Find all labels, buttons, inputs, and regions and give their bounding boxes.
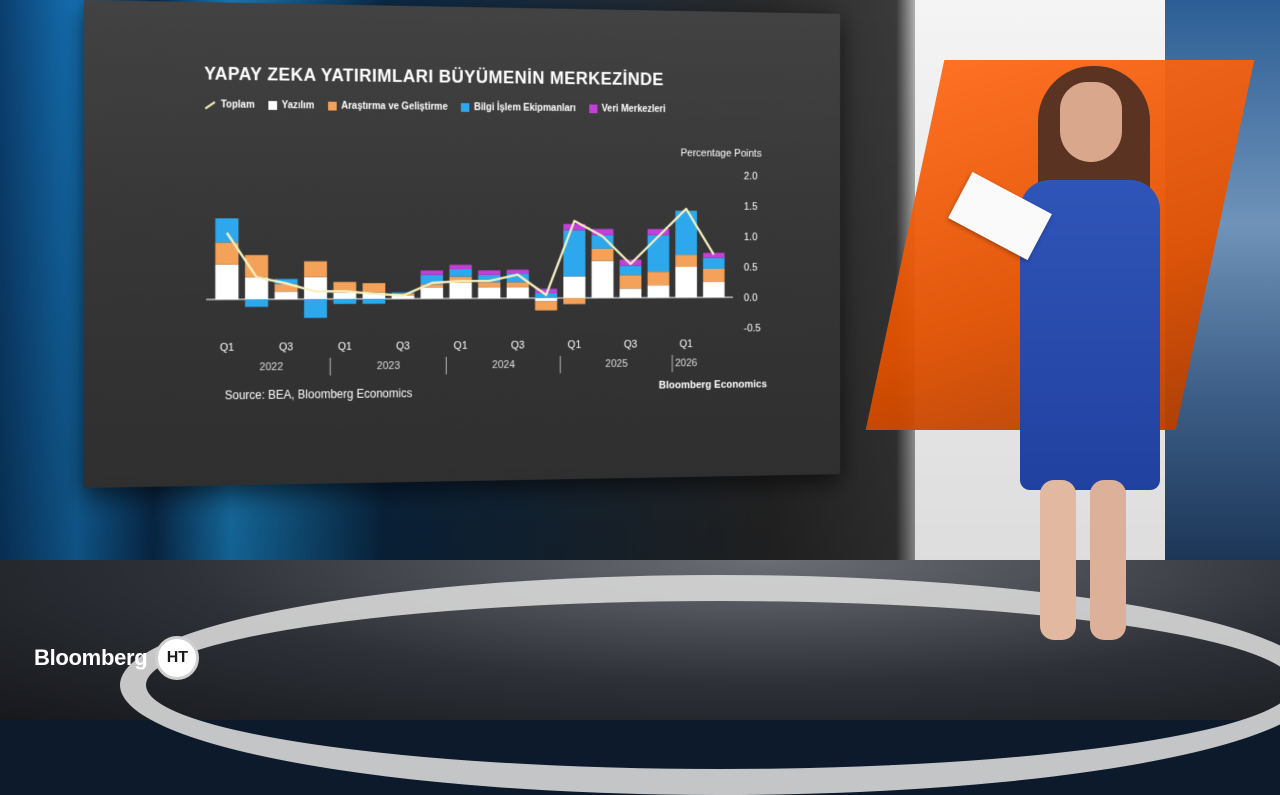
bar-segment xyxy=(449,264,472,270)
presenter-dress xyxy=(1020,180,1160,490)
y-tick-label: 1.5 xyxy=(744,201,758,212)
bar-segment xyxy=(274,283,298,292)
x-tick-label: Q3 xyxy=(511,340,525,352)
presenter-leg xyxy=(1040,480,1076,640)
bar-segment xyxy=(535,301,558,311)
bar-segment xyxy=(245,299,269,307)
bar-segment xyxy=(647,235,670,272)
bar-segment xyxy=(703,257,725,269)
year-label: 2023 xyxy=(377,360,400,372)
bar-segment xyxy=(304,298,327,318)
bar-segment xyxy=(215,264,239,300)
bar-segment xyxy=(333,298,357,304)
bar-segment xyxy=(215,242,239,265)
x-tick-label: Q1 xyxy=(454,340,468,352)
bar-segment xyxy=(245,255,269,278)
bar-segment xyxy=(304,276,327,300)
bar-segment xyxy=(274,278,298,285)
presenter-face xyxy=(1060,82,1122,162)
bar-segment xyxy=(362,283,386,293)
bar-segment xyxy=(591,248,614,261)
y-tick-label: 0.5 xyxy=(744,262,758,273)
channel-badge-text: HT xyxy=(166,649,189,666)
bar-segment xyxy=(245,277,269,300)
x-tick-label: Q3 xyxy=(396,341,410,353)
bar-segment xyxy=(449,269,472,277)
bar-segment xyxy=(304,261,327,278)
bar-segment xyxy=(274,291,298,300)
bar-segment xyxy=(563,276,586,298)
bar-segment xyxy=(506,282,529,288)
presenter xyxy=(948,60,1190,650)
x-tick-label: Q1 xyxy=(338,341,352,353)
bar-segment xyxy=(591,260,614,298)
x-tick-label: Q1 xyxy=(568,339,582,351)
bar-segment xyxy=(420,287,444,299)
y-tick-label: 1.0 xyxy=(744,232,758,243)
bar-segment xyxy=(449,282,472,299)
bar-segment xyxy=(647,271,670,286)
channel-badge-icon: HT xyxy=(155,636,200,680)
bar-segment xyxy=(563,230,586,277)
bar-segment xyxy=(478,287,501,299)
year-label: 2026 xyxy=(675,357,697,369)
bar-segment xyxy=(703,282,725,298)
y-tick-label: 0.0 xyxy=(744,292,758,303)
chart-source: Source: BEA, Bloomberg Economics xyxy=(224,386,413,403)
bar-segment xyxy=(215,218,239,243)
x-tick-label: Q3 xyxy=(279,341,293,353)
bar-segment xyxy=(675,266,697,298)
x-tick-label: Q1 xyxy=(680,338,693,350)
bar-segment xyxy=(535,298,558,302)
channel-logo-text: Bloomberg xyxy=(34,645,148,670)
bar-segment xyxy=(675,254,697,267)
year-label: 2024 xyxy=(492,359,515,371)
chart-brand: Bloomberg Economics xyxy=(658,378,767,392)
x-tick-label: Q3 xyxy=(624,339,637,351)
bar-segment xyxy=(703,268,725,283)
bar-segment xyxy=(333,292,357,299)
bar-segment xyxy=(333,281,357,293)
bar-segment xyxy=(563,297,586,305)
y-tick-label: -0.5 xyxy=(744,323,761,335)
bar-segment xyxy=(362,298,386,304)
x-tick-label: Q1 xyxy=(220,342,234,354)
bar-segment xyxy=(619,274,642,289)
bar-segment xyxy=(619,265,642,276)
year-label: 2022 xyxy=(260,361,284,373)
video-wall-screen: YAPAY ZEKA YATIRIMLARI BÜYÜMENİN MERKEZİ… xyxy=(84,0,841,488)
presenter-leg xyxy=(1090,480,1126,640)
y-tick-label: 2.0 xyxy=(744,171,758,183)
bar-segment xyxy=(478,270,501,275)
bar-segment xyxy=(619,288,642,298)
bar-segment xyxy=(420,270,444,275)
chart-plot: 2.0 1.5 1.0 0.5 0.0 -0.5 Q1 Q3 Q1 Q3 Q1 Q3 Q1 Q3 Q1 202… xyxy=(84,171,761,488)
bar-segment xyxy=(506,286,529,299)
bar-segment xyxy=(647,285,670,298)
channel-logo: Bloomberg HT xyxy=(34,636,200,680)
bar-segment xyxy=(506,269,529,275)
bar-segment xyxy=(478,282,501,288)
year-label: 2025 xyxy=(605,358,627,370)
